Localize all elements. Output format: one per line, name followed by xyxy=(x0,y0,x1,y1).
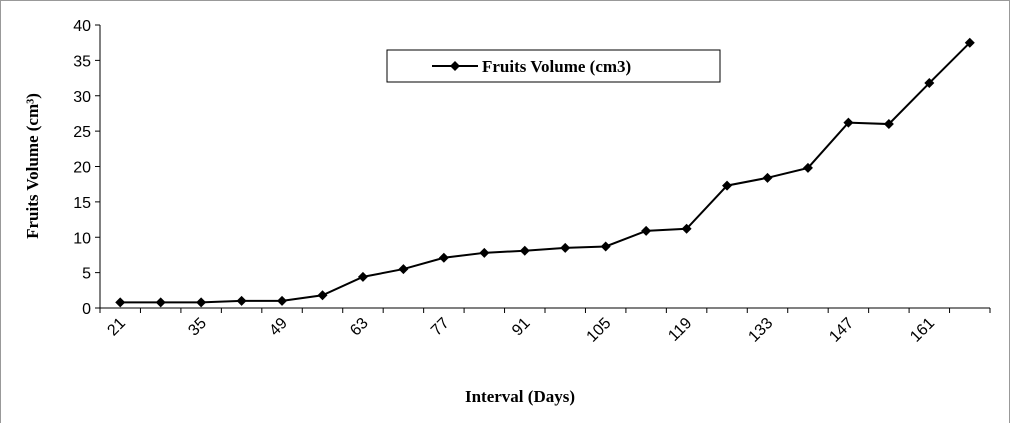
point xyxy=(357,271,368,282)
y-tick-label: 10 xyxy=(73,230,91,247)
x-tick-label: 49 xyxy=(266,315,291,340)
y-tick-label: 25 xyxy=(73,124,91,141)
point xyxy=(196,297,207,308)
legend-label: Fruits Volume (cm3) xyxy=(482,57,631,76)
x-tick-label: 147 xyxy=(826,315,857,346)
x-tick-label: 133 xyxy=(745,315,776,346)
point xyxy=(883,119,894,130)
y-tick-label: 5 xyxy=(82,266,91,283)
point xyxy=(722,180,733,191)
point xyxy=(115,297,126,308)
point xyxy=(600,241,611,252)
point xyxy=(560,242,571,253)
legend-marker xyxy=(450,61,460,71)
y-tick-label: 0 xyxy=(82,301,91,318)
x-tick-label: 91 xyxy=(509,315,534,340)
y-tick-label: 40 xyxy=(73,18,91,35)
point xyxy=(641,225,652,236)
y-axis-label: Fruits Volume (cm³) xyxy=(23,93,42,239)
x-tick-label: 35 xyxy=(185,315,210,340)
point xyxy=(155,297,166,308)
point xyxy=(277,295,288,306)
point xyxy=(802,162,813,173)
legend-box xyxy=(386,49,721,83)
point xyxy=(479,247,490,258)
x-tick-label: 119 xyxy=(665,315,695,345)
x-tick-label: 77 xyxy=(428,315,453,340)
point xyxy=(924,78,935,89)
point xyxy=(964,37,975,48)
point xyxy=(438,252,449,263)
y-tick-label: 15 xyxy=(73,195,91,212)
y-tick-label: 35 xyxy=(73,53,91,70)
point xyxy=(519,245,530,256)
point xyxy=(681,223,692,234)
point xyxy=(398,264,409,275)
y-tick-label: 30 xyxy=(73,89,91,106)
y-tick-label: 20 xyxy=(73,160,91,177)
x-tick-label: 21 xyxy=(104,315,129,340)
x-tick-label: 161 xyxy=(907,315,938,346)
point xyxy=(236,295,247,306)
x-axis-label: Interval (Days) xyxy=(465,387,575,406)
point xyxy=(317,290,328,301)
point xyxy=(762,172,773,183)
series-line xyxy=(120,41,971,304)
x-tick-label: 105 xyxy=(584,315,615,346)
x-tick-label: 63 xyxy=(347,315,372,340)
point xyxy=(843,117,854,128)
